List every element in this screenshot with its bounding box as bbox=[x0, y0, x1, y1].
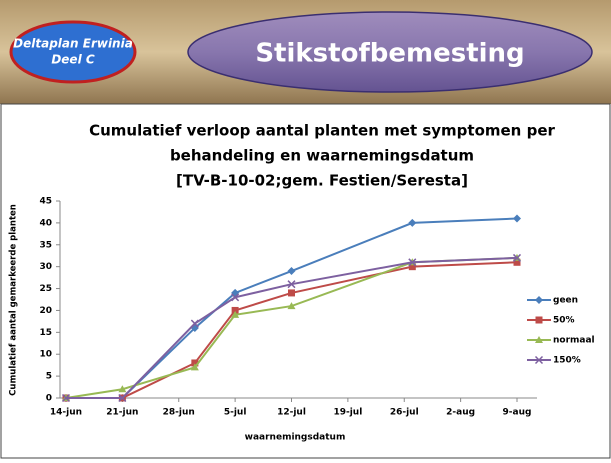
x-tick-label: 26-jul bbox=[390, 408, 419, 418]
marker bbox=[231, 310, 240, 318]
y-tick-label: 30 bbox=[39, 262, 52, 272]
y-axis-title: Cumulatief aantal gemarkeerde planten bbox=[9, 204, 19, 396]
marker bbox=[190, 319, 199, 328]
badge-line: Deel C bbox=[51, 53, 95, 67]
y-tick-label: 0 bbox=[46, 394, 52, 404]
x-tick-label: 19-jul bbox=[333, 408, 362, 418]
y-tick-label: 45 bbox=[39, 197, 52, 207]
marker bbox=[190, 363, 199, 371]
x-axis-title: waarnemingsdatum bbox=[245, 433, 346, 443]
y-tick-label: 35 bbox=[39, 240, 52, 250]
x-tick-label: 21-jun bbox=[106, 408, 138, 418]
marker bbox=[288, 289, 295, 297]
legend-label: 150% bbox=[553, 356, 581, 366]
marker bbox=[61, 393, 71, 403]
legend-label: geen bbox=[553, 296, 578, 306]
marker bbox=[408, 258, 417, 267]
y-tick-label: 20 bbox=[39, 306, 52, 316]
y-tick-label: 15 bbox=[39, 328, 52, 338]
marker bbox=[513, 214, 521, 223]
x-tick-label: 12-jul bbox=[277, 408, 306, 418]
marker bbox=[287, 280, 296, 289]
x-tick-label: 9-aug bbox=[503, 408, 532, 418]
slide-title: Stikstofbemesting bbox=[255, 39, 524, 69]
legend-marker bbox=[535, 296, 543, 304]
y-tick-label: 5 bbox=[46, 372, 52, 382]
chart-title: [TV-B-10-02;gem. Festien/Seresta] bbox=[176, 172, 468, 190]
legend-marker bbox=[534, 355, 544, 365]
chart-title: behandeling en waarnemingsdatum bbox=[170, 147, 474, 165]
legend-label: 50% bbox=[553, 316, 575, 326]
x-tick-label: 28-jun bbox=[163, 408, 195, 418]
marker bbox=[231, 306, 239, 314]
marker bbox=[118, 385, 127, 393]
marker bbox=[287, 267, 296, 276]
legend-marker bbox=[535, 336, 543, 343]
legend-marker bbox=[535, 316, 543, 324]
x-tick-label: 5-jul bbox=[224, 408, 247, 418]
legend-label: normaal bbox=[553, 336, 595, 346]
y-tick-label: 10 bbox=[39, 350, 52, 360]
x-tick-label: 2-aug bbox=[446, 408, 475, 418]
marker bbox=[118, 393, 127, 403]
x-tick-label: 14-jun bbox=[50, 408, 82, 418]
marker bbox=[287, 302, 296, 310]
marker bbox=[191, 359, 199, 367]
y-tick-label: 40 bbox=[39, 218, 52, 228]
title-oval bbox=[187, 11, 593, 93]
marker bbox=[231, 293, 240, 302]
frame bbox=[0, 103, 611, 459]
marker bbox=[512, 253, 522, 262]
marker bbox=[408, 218, 417, 227]
marker bbox=[513, 258, 521, 266]
badge-line: Deltaplan Erwinia bbox=[13, 37, 133, 51]
badge bbox=[9, 20, 137, 84]
chart-title: Cumulatief verloop aantal planten met sy… bbox=[89, 122, 555, 140]
marker bbox=[408, 263, 416, 271]
y-tick-label: 25 bbox=[39, 284, 52, 294]
